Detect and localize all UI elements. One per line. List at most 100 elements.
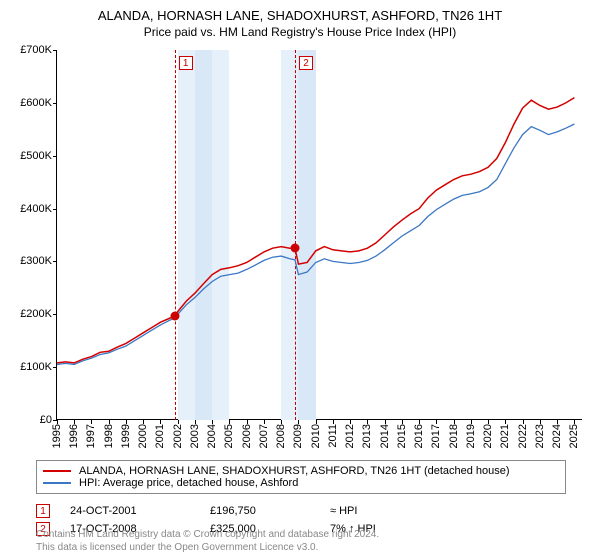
x-tick-label: 2017 bbox=[430, 424, 442, 448]
legend-block: ALANDA, HORNASH LANE, SHADOXHURST, ASHFO… bbox=[36, 460, 576, 538]
x-tick-label: 2002 bbox=[172, 424, 184, 448]
footer: Contains HM Land Registry data © Crown c… bbox=[36, 528, 379, 554]
x-tick-label: 2008 bbox=[275, 424, 287, 448]
price-point-marker bbox=[290, 244, 299, 253]
y-tick-mark bbox=[53, 50, 57, 51]
x-tick-mark bbox=[109, 420, 110, 424]
x-tick-label: 1995 bbox=[51, 424, 63, 448]
legend-swatch bbox=[43, 482, 71, 484]
y-tick-label: £400K bbox=[20, 203, 52, 215]
legend-label: ALANDA, HORNASH LANE, SHADOXHURST, ASHFO… bbox=[79, 465, 510, 477]
chart-title-main: ALANDA, HORNASH LANE, SHADOXHURST, ASHFO… bbox=[0, 8, 600, 23]
footer-line-2: This data is licensed under the Open Gov… bbox=[36, 541, 379, 554]
y-tick-label: £200K bbox=[20, 308, 52, 320]
event-id-box: 1 bbox=[36, 504, 50, 518]
x-tick-label: 2023 bbox=[534, 424, 546, 448]
x-tick-mark bbox=[195, 420, 196, 424]
x-tick-mark bbox=[126, 420, 127, 424]
y-tick-mark bbox=[53, 103, 57, 104]
x-tick-mark bbox=[212, 420, 213, 424]
x-tick-mark bbox=[436, 420, 437, 424]
x-tick-label: 2009 bbox=[292, 424, 304, 448]
event-date: 24-OCT-2001 bbox=[70, 505, 190, 517]
y-tick-label: £100K bbox=[20, 361, 52, 373]
x-tick-mark bbox=[574, 420, 575, 424]
x-tick-label: 2024 bbox=[551, 424, 563, 448]
x-tick-label: 2014 bbox=[379, 424, 391, 448]
x-tick-label: 2019 bbox=[465, 424, 477, 448]
x-tick-label: 2025 bbox=[568, 424, 580, 448]
x-tick-label: 2010 bbox=[310, 424, 322, 448]
x-tick-mark bbox=[160, 420, 161, 424]
x-tick-mark bbox=[143, 420, 144, 424]
x-tick-label: 2011 bbox=[327, 424, 339, 448]
x-tick-label: 2006 bbox=[241, 424, 253, 448]
x-tick-label: 2003 bbox=[189, 424, 201, 448]
y-tick-label: £700K bbox=[20, 44, 52, 56]
x-tick-mark bbox=[385, 420, 386, 424]
y-tick-label: £600K bbox=[20, 97, 52, 109]
x-tick-label: 2015 bbox=[396, 424, 408, 448]
x-tick-mark bbox=[298, 420, 299, 424]
event-price: £196,750 bbox=[210, 505, 310, 517]
legend-row: HPI: Average price, detached house, Ashf… bbox=[43, 477, 559, 489]
x-tick-label: 2001 bbox=[154, 424, 166, 448]
x-tick-label: 2005 bbox=[223, 424, 235, 448]
x-tick-mark bbox=[557, 420, 558, 424]
y-tick-mark bbox=[53, 209, 57, 210]
x-tick-mark bbox=[454, 420, 455, 424]
legend-box: ALANDA, HORNASH LANE, SHADOXHURST, ASHFO… bbox=[36, 460, 566, 494]
x-tick-mark bbox=[264, 420, 265, 424]
x-tick-mark bbox=[523, 420, 524, 424]
plot-area: 12 £0£100K£200K£300K£400K£500K£600K£700K… bbox=[56, 50, 582, 420]
x-tick-label: 1999 bbox=[120, 424, 132, 448]
x-tick-mark bbox=[247, 420, 248, 424]
legend-label: HPI: Average price, detached house, Ashf… bbox=[79, 477, 298, 489]
chart-container: ALANDA, HORNASH LANE, SHADOXHURST, ASHFO… bbox=[0, 0, 600, 560]
x-tick-label: 2020 bbox=[482, 424, 494, 448]
legend-swatch bbox=[43, 470, 71, 472]
x-tick-mark bbox=[316, 420, 317, 424]
x-tick-mark bbox=[178, 420, 179, 424]
series-line bbox=[57, 124, 574, 365]
y-tick-label: £500K bbox=[20, 150, 52, 162]
x-tick-label: 2022 bbox=[517, 424, 529, 448]
x-tick-label: 1998 bbox=[103, 424, 115, 448]
x-tick-mark bbox=[281, 420, 282, 424]
x-tick-label: 2021 bbox=[499, 424, 511, 448]
price-point-marker bbox=[170, 312, 179, 321]
y-tick-mark bbox=[53, 314, 57, 315]
y-tick-mark bbox=[53, 156, 57, 157]
x-tick-mark bbox=[471, 420, 472, 424]
x-tick-mark bbox=[402, 420, 403, 424]
event-table-row: 1 24-OCT-2001 £196,750 ≈ HPI bbox=[36, 502, 566, 520]
x-tick-mark bbox=[419, 420, 420, 424]
x-tick-mark bbox=[333, 420, 334, 424]
x-tick-mark bbox=[350, 420, 351, 424]
x-tick-mark bbox=[74, 420, 75, 424]
x-tick-label: 2013 bbox=[361, 424, 373, 448]
chart-title-sub: Price paid vs. HM Land Registry's House … bbox=[0, 23, 600, 39]
x-tick-mark bbox=[57, 420, 58, 424]
x-tick-label: 2012 bbox=[344, 424, 356, 448]
y-tick-label: £300K bbox=[20, 255, 52, 267]
event-hpi-delta: ≈ HPI bbox=[330, 505, 566, 517]
x-tick-mark bbox=[540, 420, 541, 424]
series-svg bbox=[57, 50, 583, 420]
x-tick-label: 2016 bbox=[413, 424, 425, 448]
series-line bbox=[57, 98, 574, 363]
x-tick-label: 2000 bbox=[137, 424, 149, 448]
x-tick-mark bbox=[367, 420, 368, 424]
x-tick-mark bbox=[229, 420, 230, 424]
x-tick-mark bbox=[505, 420, 506, 424]
x-tick-label: 1997 bbox=[85, 424, 97, 448]
x-tick-label: 2018 bbox=[448, 424, 460, 448]
x-tick-label: 1996 bbox=[68, 424, 80, 448]
x-tick-label: 2004 bbox=[206, 424, 218, 448]
legend-row: ALANDA, HORNASH LANE, SHADOXHURST, ASHFO… bbox=[43, 465, 559, 477]
x-tick-mark bbox=[91, 420, 92, 424]
y-tick-mark bbox=[53, 367, 57, 368]
x-tick-label: 2007 bbox=[258, 424, 270, 448]
title-block: ALANDA, HORNASH LANE, SHADOXHURST, ASHFO… bbox=[0, 0, 600, 39]
footer-line-1: Contains HM Land Registry data © Crown c… bbox=[36, 528, 379, 541]
